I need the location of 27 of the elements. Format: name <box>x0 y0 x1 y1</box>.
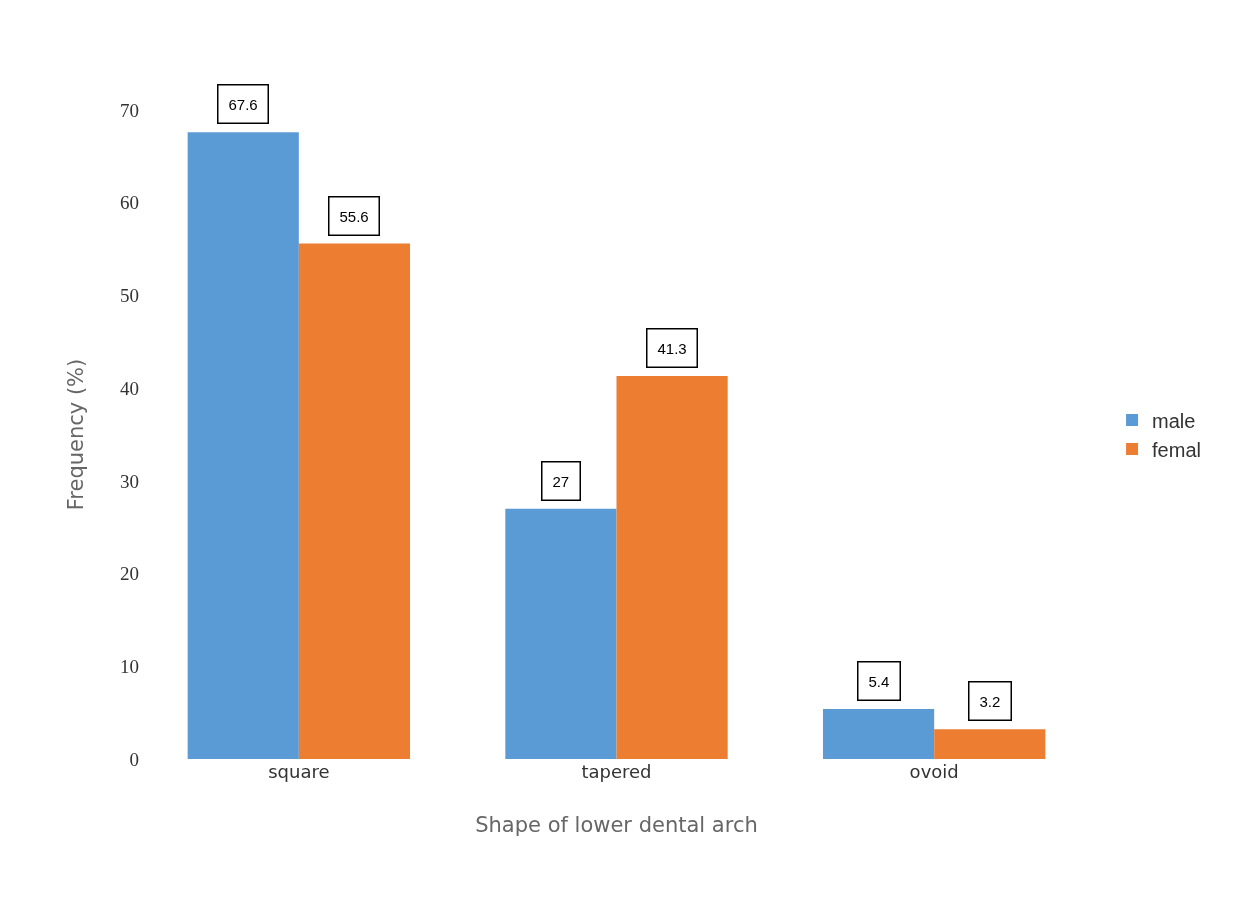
x-axis-title: Shape of lower dental arch <box>475 813 758 837</box>
y-tick-label: 40 <box>120 377 139 399</box>
x-tick-label: tapered <box>581 761 652 782</box>
y-tick-label: 60 <box>120 192 139 214</box>
y-tick-label: 0 <box>129 748 139 770</box>
bar <box>187 132 299 759</box>
bar <box>822 708 935 759</box>
y-tick-label: 10 <box>120 655 139 677</box>
y-axis-title: Frequency (%) <box>64 358 89 511</box>
data-label: 55.6 <box>339 207 369 225</box>
data-label: 41.3 <box>657 339 687 357</box>
data-label: 27 <box>552 472 570 490</box>
bar <box>298 243 411 759</box>
legend-label: femal <box>1152 438 1201 461</box>
data-label: 67.6 <box>228 95 258 113</box>
bar <box>505 508 617 759</box>
x-tick-label: square <box>268 761 330 782</box>
y-tick-label: 20 <box>120 563 139 585</box>
y-tick-label: 70 <box>120 99 139 121</box>
bar <box>616 376 728 759</box>
y-tick-label: 50 <box>120 285 139 307</box>
data-label: 3.2 <box>979 692 1001 710</box>
legend-label: male <box>1152 409 1196 432</box>
bar <box>934 729 1046 759</box>
x-tick-label: ovoid <box>909 761 959 782</box>
y-tick-label: 30 <box>120 470 139 492</box>
data-label: 5.4 <box>868 672 890 690</box>
